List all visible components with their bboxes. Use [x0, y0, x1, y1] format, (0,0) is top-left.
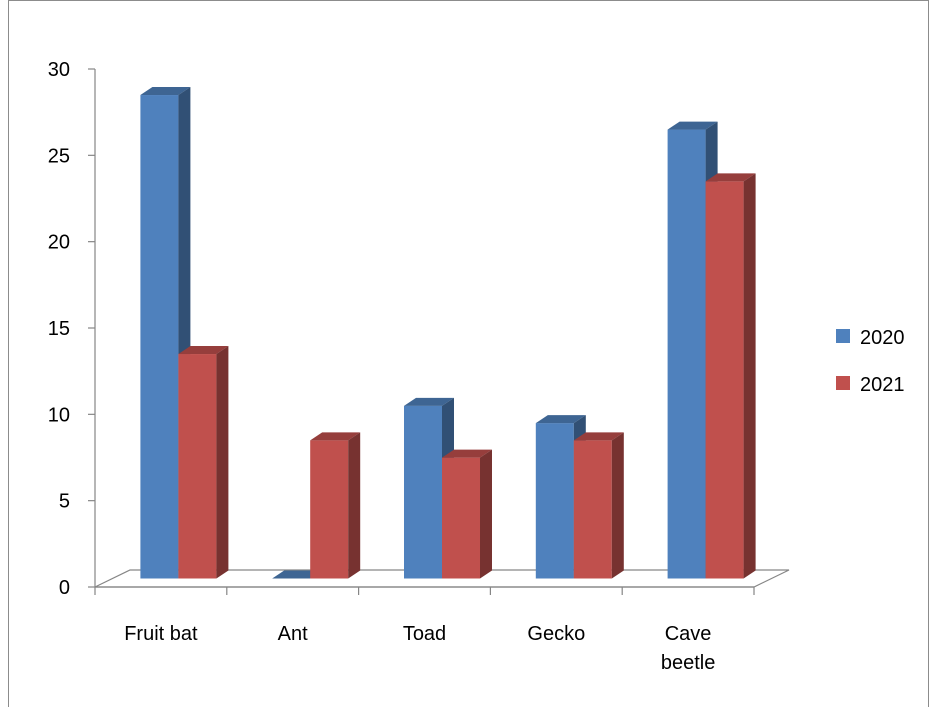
y-tick-label: 5 — [59, 491, 70, 513]
bar-front — [404, 405, 442, 579]
bar-top — [573, 432, 624, 441]
bar-front — [535, 423, 574, 579]
bar-2020 — [140, 87, 191, 579]
y-tick-label: 0 — [59, 577, 70, 599]
x-category-label: Gecko — [527, 623, 585, 645]
bar-top — [310, 432, 361, 441]
bar-top — [140, 87, 191, 96]
bar-2021 — [310, 432, 361, 579]
bar-front — [178, 354, 217, 579]
y-tick-label: 20 — [48, 232, 70, 254]
bar-side — [480, 449, 492, 579]
bar-front — [310, 440, 349, 579]
bar-2021 — [442, 449, 492, 579]
bar-side — [743, 173, 756, 579]
bar-side — [348, 432, 361, 579]
legend-swatch — [836, 376, 850, 390]
bar-side — [611, 432, 624, 579]
bar-front — [573, 440, 612, 579]
bar-front — [442, 457, 480, 579]
y-tick-label: 15 — [48, 318, 70, 340]
bar-side — [216, 346, 229, 579]
y-tick-label: 25 — [48, 145, 70, 167]
x-category-label: Ant — [278, 623, 308, 645]
x-category-label: Cave — [665, 623, 712, 645]
bar-2021 — [178, 346, 229, 579]
legend-label: 2020 — [860, 327, 905, 349]
bar-top — [404, 397, 454, 406]
y-tick-label: 10 — [48, 404, 70, 426]
bar-front — [705, 181, 744, 579]
y-tick-label: 30 — [48, 59, 70, 81]
bar-2021 — [573, 432, 624, 579]
bar-top — [705, 173, 756, 182]
bar-top — [535, 415, 586, 424]
bar-top — [178, 346, 229, 355]
x-category-label: beetle — [661, 652, 716, 674]
legend-swatch — [836, 329, 850, 343]
bar-front — [667, 129, 706, 579]
bar-top — [442, 449, 492, 458]
x-category-label: Toad — [403, 623, 446, 645]
x-category-label: Fruit bat — [124, 623, 198, 645]
bar-top — [272, 570, 323, 579]
bar-2021 — [705, 173, 756, 579]
bar-top — [667, 121, 718, 130]
bar-front — [140, 95, 179, 579]
legend-label: 2021 — [860, 374, 905, 396]
bar-2020 — [272, 570, 323, 579]
